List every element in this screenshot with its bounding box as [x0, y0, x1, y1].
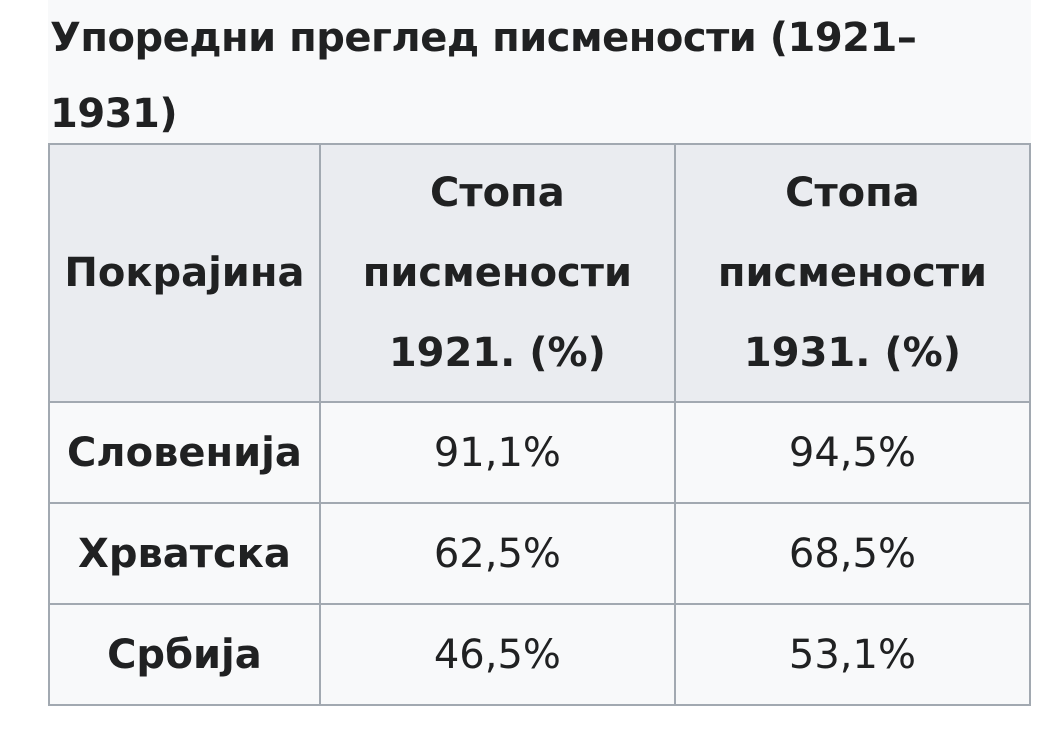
header-cell: Покрајина — [48, 143, 321, 403]
table-cell: 62,5% — [318, 502, 676, 605]
table-cell: 53,1% — [673, 603, 1032, 706]
table: Покрајина Стопа писмености 1921. (%) Сто… — [48, 143, 1032, 706]
table-cell: 91,1% — [318, 401, 676, 504]
header-row: Покрајина Стопа писмености 1921. (%) Сто… — [48, 143, 1032, 403]
header-cell: Стопа писмености 1931. (%) — [673, 143, 1032, 403]
table-caption: Упоредни преглед писмености (1921–1931) — [48, 0, 1031, 143]
row-header: Србија — [48, 603, 321, 706]
table-container: Упоредни преглед писмености (1921–1931) … — [48, 0, 1032, 706]
header-cell: Стопа писмености 1921. (%) — [318, 143, 676, 403]
table-row: Србија 46,5% 53,1% — [48, 603, 1032, 706]
table-row: Хрватска 62,5% 68,5% — [48, 502, 1032, 605]
table-head: Покрајина Стопа писмености 1921. (%) Сто… — [48, 143, 1032, 403]
row-header: Хрватска — [48, 502, 321, 605]
table-row: Словенија 91,1% 94,5% — [48, 401, 1032, 504]
table-cell: 94,5% — [673, 401, 1032, 504]
table-body: Словенија 91,1% 94,5% Хрватска 62,5% 68,5% Срб… — [48, 401, 1032, 706]
table-cell: 68,5% — [673, 502, 1032, 605]
row-header: Словенија — [48, 401, 321, 504]
table-cell: 46,5% — [318, 603, 676, 706]
